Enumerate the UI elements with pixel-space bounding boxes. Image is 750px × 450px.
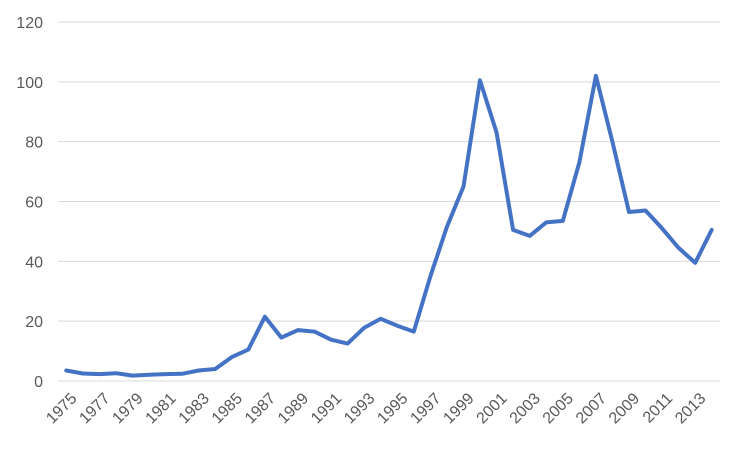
y-tick-label: 100 <box>16 75 43 92</box>
x-tick-label: 1999 <box>440 390 477 427</box>
x-tick-label: 2013 <box>672 390 709 427</box>
x-tick-label: 2009 <box>606 390 643 427</box>
x-tick-label: 1997 <box>407 390 444 427</box>
series-line-1 <box>64 73 714 378</box>
y-tick-label: 80 <box>25 135 43 152</box>
x-tick-label: 2007 <box>573 390 610 427</box>
y-tick-label: 0 <box>34 374 43 391</box>
x-axis-ticks: 1975197719791981198319851987198919911993… <box>43 390 709 427</box>
x-tick-label: 1977 <box>76 390 113 427</box>
gridlines <box>58 21 720 382</box>
y-tick-label: 20 <box>25 314 43 331</box>
x-tick-label: 1979 <box>109 390 146 427</box>
x-tick-label: 1985 <box>209 390 246 427</box>
x-tick-label: 1975 <box>43 390 80 427</box>
x-tick-label: 1993 <box>341 390 378 427</box>
y-tick-label: 120 <box>16 15 43 32</box>
y-tick-label: 60 <box>25 195 43 212</box>
x-tick-label: 2011 <box>640 390 676 426</box>
x-tick-label: 1987 <box>242 390 279 427</box>
x-tick-label: 1991 <box>308 390 345 427</box>
x-tick-label: 2005 <box>540 390 577 427</box>
x-tick-label: 1989 <box>275 390 312 427</box>
x-tick-label: 1981 <box>143 390 180 427</box>
x-tick-label: 1983 <box>176 390 213 427</box>
y-axis-ticks: 0 20 40 60 80 100 120 <box>16 15 43 391</box>
x-tick-label: 2003 <box>507 390 544 427</box>
x-tick-label: 1995 <box>374 390 411 427</box>
y-tick-label: 40 <box>25 254 43 271</box>
series-layer <box>64 73 714 378</box>
x-tick-label: 2001 <box>474 390 511 427</box>
